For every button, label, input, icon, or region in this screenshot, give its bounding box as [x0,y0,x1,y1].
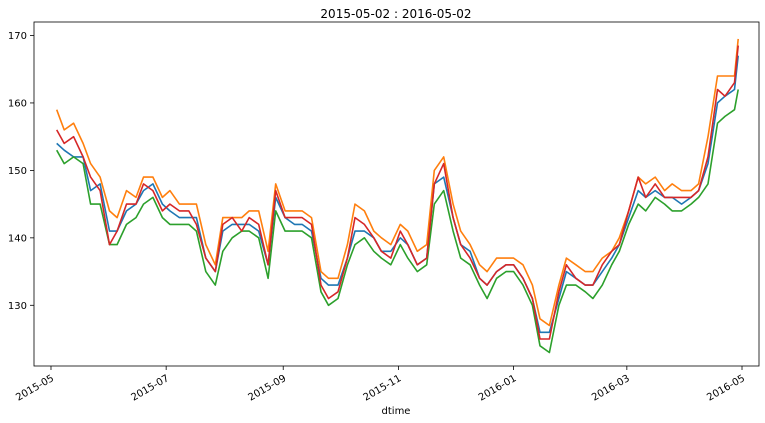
x-axis: 2015-05 2015-07 2015-09 2015-11 2016-01 2016-… [14,366,747,404]
y-tick-label: 170 [8,31,27,42]
y-axis: 130 140 150 160 170 [8,31,34,312]
x-tick-label: 2016-05 [705,373,747,403]
plot-frame [33,21,760,367]
x-axis-label: dtime [382,406,411,417]
series-layer [55,38,739,354]
x-tick-label: 2015-09 [247,373,289,403]
y-tick-label: 140 [8,233,27,244]
series-line-1 [56,55,739,334]
x-tick-label: 2016-01 [477,373,519,403]
x-tick-label: 2016-03 [590,373,632,403]
y-tick-label: 150 [8,166,27,177]
y-tick-label: 130 [8,301,27,312]
chart-title: 2015-05-02 : 2016-05-02 [320,7,471,21]
series-line-4 [56,45,739,340]
series-line-3 [56,89,739,354]
x-tick-label: 2015-05 [14,373,56,403]
x-tick-label: 2015-07 [129,373,171,403]
x-tick-label: 2015-11 [362,373,404,403]
y-tick-label: 160 [8,98,27,109]
